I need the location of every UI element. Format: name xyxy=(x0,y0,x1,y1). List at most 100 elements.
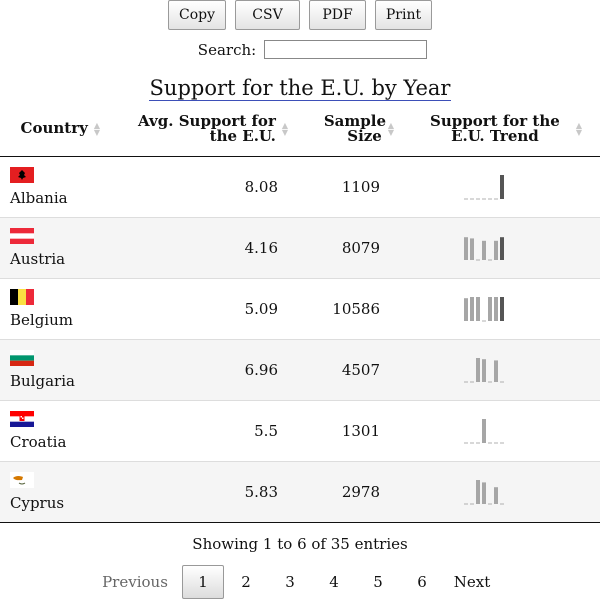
table-row: Austria 4.16 8079 xyxy=(0,217,600,279)
trend-bar-empty xyxy=(476,259,480,260)
cyprus-flag-icon xyxy=(10,471,34,488)
trend-bar-empty xyxy=(476,198,480,199)
trend-bar-empty xyxy=(464,381,468,382)
trend-bar xyxy=(476,357,480,382)
country-name: Bulgaria xyxy=(10,371,75,390)
trend-bar-empty xyxy=(500,442,504,443)
country-cell: Bulgaria xyxy=(0,339,106,401)
trend-sparkline xyxy=(464,296,504,321)
print-button[interactable]: Print xyxy=(375,0,432,30)
column-header-sample-size[interactable]: Sample Size ▲ ▼ xyxy=(292,102,396,157)
trend-bar xyxy=(500,296,504,321)
trend-bar-empty xyxy=(482,320,486,321)
table-title: Support for the E.U. by Year xyxy=(148,76,452,101)
country-name: Austria xyxy=(10,249,66,268)
trend-bar-empty xyxy=(470,503,474,504)
trend-bar-empty xyxy=(488,381,492,382)
country-cell: Cyprus xyxy=(0,461,106,523)
column-header-trend[interactable]: Support for the E.U. Trend ▲ ▼ xyxy=(396,102,600,157)
trend-cell xyxy=(396,278,600,340)
trend-cell xyxy=(396,156,600,218)
page-button-4[interactable]: 4 xyxy=(329,572,339,591)
bulgaria-flag-icon xyxy=(10,349,34,366)
trend-bar xyxy=(464,236,468,260)
trend-sparkline xyxy=(464,174,504,199)
trend-bar xyxy=(470,296,474,321)
country-cell: Austria xyxy=(0,217,106,279)
table-row: Albania 8.08 1109 xyxy=(0,156,600,218)
trend-bar xyxy=(500,174,504,199)
trend-bar-empty xyxy=(470,442,474,443)
column-header-label: Avg. Support for the E.U. xyxy=(138,111,276,145)
trend-cell xyxy=(396,461,600,523)
table-row: Belgium 5.09 10586 xyxy=(0,278,600,340)
country-name: Croatia xyxy=(10,432,67,451)
column-header-avg-support[interactable]: Avg. Support for the E.U. ▲ ▼ xyxy=(106,102,292,157)
trend-sparkline xyxy=(464,357,504,382)
sort-icon: ▲ ▼ xyxy=(575,119,583,137)
trend-bar-empty xyxy=(476,442,480,443)
column-header-label: Sample Size xyxy=(323,111,386,145)
previous-page-button[interactable]: Previous xyxy=(102,572,168,591)
trend-bar-empty xyxy=(464,442,468,443)
trend-bar xyxy=(476,296,480,321)
trend-bar xyxy=(470,237,474,260)
country-name: Belgium xyxy=(10,310,73,329)
header-row: Country ▲ ▼ Avg. Support for the E.U. ▲ ▼ … xyxy=(0,102,600,157)
trend-bar xyxy=(494,359,498,382)
sample-size-cell: 1301 xyxy=(292,400,396,462)
country-name: Cyprus xyxy=(10,493,65,512)
country-name: Albania xyxy=(10,188,68,207)
page-button-6[interactable]: 6 xyxy=(417,572,427,591)
country-cell: Croatia xyxy=(0,400,106,462)
trend-cell xyxy=(396,339,600,401)
trend-bar-empty xyxy=(464,503,468,504)
export-toolbar: Copy CSV PDF Print xyxy=(0,0,600,30)
page-button-1[interactable]: 1 xyxy=(182,564,224,599)
trend-cell xyxy=(396,400,600,462)
trend-bar-empty xyxy=(500,503,504,504)
avg-support-cell: 5.83 xyxy=(106,461,292,523)
page-button-2[interactable]: 2 xyxy=(241,572,251,591)
data-table: Country ▲ ▼ Avg. Support for the E.U. ▲ ▼ … xyxy=(0,102,600,523)
trend-bar-empty xyxy=(470,198,474,199)
column-header-label: Country xyxy=(20,119,88,138)
avg-support-cell: 5.09 xyxy=(106,278,292,340)
copy-button[interactable]: Copy xyxy=(168,0,226,30)
sample-size-cell: 1109 xyxy=(292,156,396,218)
table-caption: Support for the E.U. by Year xyxy=(0,76,600,102)
trend-bar xyxy=(494,240,498,260)
sort-icon: ▲ ▼ xyxy=(93,119,100,137)
next-page-button[interactable]: Next xyxy=(453,572,491,591)
sample-size-cell: 2978 xyxy=(292,461,396,523)
pdf-button[interactable]: PDF xyxy=(309,0,366,30)
trend-bar-empty xyxy=(500,381,504,382)
trend-sparkline xyxy=(464,236,504,260)
table-info: Showing 1 to 6 of 35 entries xyxy=(192,534,408,553)
albania-flag-icon xyxy=(10,166,34,183)
page-button-3[interactable]: 3 xyxy=(285,572,295,591)
trend-bar-empty xyxy=(488,442,492,443)
trend-sparkline xyxy=(464,418,504,443)
trend-bar-empty xyxy=(470,381,474,382)
sort-icon: ▲ ▼ xyxy=(387,119,394,137)
table-row: Croatia 5.5 1301 xyxy=(0,400,600,462)
table-row: Bulgaria 6.96 4507 xyxy=(0,339,600,401)
trend-bar xyxy=(494,486,498,504)
column-header-label: Support for the E.U. Trend xyxy=(430,111,560,145)
trend-bar xyxy=(482,358,486,382)
country-cell: Albania xyxy=(0,156,106,218)
column-header-country[interactable]: Country ▲ ▼ xyxy=(0,102,106,157)
page-button-5[interactable]: 5 xyxy=(373,572,383,591)
trend-bar-empty xyxy=(488,259,492,260)
csv-button[interactable]: CSV xyxy=(235,0,300,30)
trend-bar-empty xyxy=(482,198,486,199)
avg-support-cell: 4.16 xyxy=(106,217,292,279)
search-input[interactable] xyxy=(264,40,428,59)
sort-icon: ▲ ▼ xyxy=(281,119,288,137)
trend-bar xyxy=(482,481,486,504)
trend-bar xyxy=(494,296,498,321)
trend-bar xyxy=(476,479,480,504)
trend-bar-empty xyxy=(488,503,492,504)
austria-flag-icon xyxy=(10,227,34,244)
